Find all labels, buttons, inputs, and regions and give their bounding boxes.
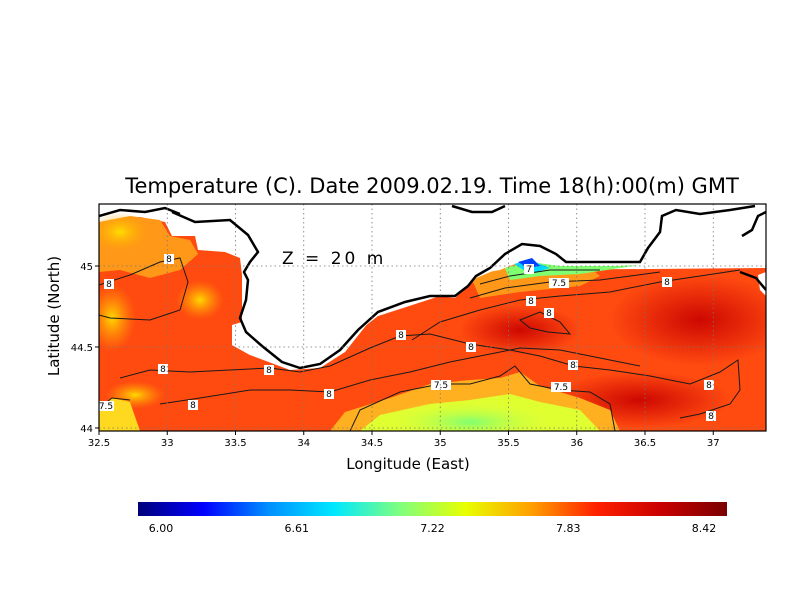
contour-label: 7 — [524, 264, 534, 275]
x-tick-label: 36 — [570, 438, 583, 449]
map-title: Temperature (C). Date 2009.02.19. Time 1… — [124, 174, 739, 198]
x-tick-label: 35.5 — [497, 438, 519, 449]
contour-label: 8 — [544, 308, 554, 319]
contour-label: 8 — [158, 364, 168, 375]
svg-text:8: 8 — [570, 361, 576, 371]
svg-text:7.5: 7.5 — [434, 381, 448, 391]
svg-text:8: 8 — [546, 309, 552, 319]
svg-text:8: 8 — [664, 278, 670, 288]
colorbar-tick-label: 7.83 — [556, 522, 581, 535]
colorbar-tick-label: 6.00 — [149, 522, 174, 535]
svg-text:8: 8 — [708, 412, 714, 422]
contour-label: 8 — [662, 277, 672, 288]
grid-lines — [99, 204, 766, 431]
y-axis-ticks: 44 44.5 45 — [71, 262, 99, 435]
x-tick-label: 33 — [161, 438, 174, 449]
colorbar-tick-label: 7.22 — [420, 522, 445, 535]
svg-text:8: 8 — [160, 365, 166, 375]
contour-label: 8 — [526, 296, 536, 307]
contour-label: 8 — [164, 254, 174, 265]
svg-text:8: 8 — [266, 366, 272, 376]
svg-text:8: 8 — [190, 401, 196, 411]
x-tick-label: 37 — [707, 438, 720, 449]
depth-label: Z = 20 m — [282, 249, 386, 269]
x-tick-label: 36.5 — [634, 438, 656, 449]
svg-text:8: 8 — [166, 255, 172, 265]
svg-text:7.5: 7.5 — [554, 383, 568, 393]
contour-label: 8 — [704, 380, 714, 391]
colorbar-tick-labels: 6.00 6.61 7.22 7.83 8.42 — [149, 522, 717, 535]
x-tick-label: 34.5 — [361, 438, 383, 449]
y-tick-label: 45 — [80, 262, 93, 273]
plot-frame — [98, 203, 767, 432]
svg-text:7.5: 7.5 — [99, 402, 113, 412]
x-tick-label: 34 — [297, 438, 310, 449]
svg-text:8: 8 — [326, 390, 332, 400]
x-axis-ticks: 32.5 33 33.5 34 34.5 35 35.5 36 36.5 37 — [88, 431, 720, 449]
contour-label: 8 — [324, 389, 334, 400]
contour-label: 7.5 — [99, 401, 114, 412]
colorbar-tick-label: 8.42 — [692, 522, 717, 535]
contour-labels: 8 8 8 8 8 8 8 8 8 8 8 8 8 7.5 7.5 7.5 7 … — [99, 254, 716, 422]
contour-label: 7.5 — [549, 278, 569, 289]
colorbar-tick-label: 6.61 — [285, 522, 310, 535]
x-tick-label: 32.5 — [88, 438, 110, 449]
contour-label: 8 — [466, 342, 476, 353]
contour-label: 8 — [396, 330, 406, 341]
x-tick-label: 35 — [434, 438, 447, 449]
contour-label: 8 — [706, 411, 716, 422]
coastline — [99, 204, 766, 370]
plot-area: 8 8 8 8 8 8 8 8 8 8 8 8 8 7.5 7.5 7.5 7 … — [99, 204, 766, 431]
y-axis-label: Latitude (North) — [45, 256, 63, 376]
contour-label: 8 — [188, 400, 198, 411]
contour-label: 8 — [104, 279, 114, 290]
contour-lines — [99, 257, 741, 431]
svg-text:8: 8 — [468, 343, 474, 353]
svg-text:8: 8 — [528, 297, 534, 307]
svg-text:7.5: 7.5 — [552, 279, 566, 289]
svg-text:8: 8 — [706, 381, 712, 391]
svg-text:7: 7 — [526, 265, 532, 275]
y-tick-label: 44 — [80, 424, 93, 435]
contour-label: 7.5 — [431, 380, 451, 391]
x-tick-label: 33.5 — [224, 438, 246, 449]
svg-text:8: 8 — [106, 280, 112, 290]
southern-cool-area — [99, 372, 620, 431]
contour-label: 7.5 — [551, 382, 571, 393]
contour-label: 8 — [264, 365, 274, 376]
colorbar — [138, 502, 727, 516]
y-tick-label: 44.5 — [71, 343, 93, 354]
x-axis-label: Longitude (East) — [346, 455, 469, 473]
svg-text:8: 8 — [398, 331, 404, 341]
contour-label: 8 — [568, 360, 578, 371]
